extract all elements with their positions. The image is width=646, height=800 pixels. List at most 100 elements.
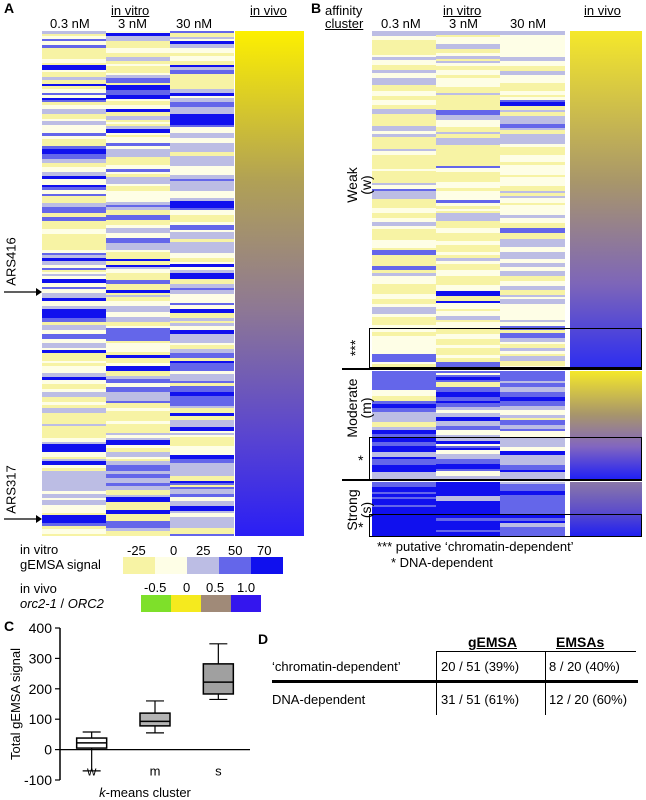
heatmap-stripe xyxy=(106,397,170,401)
heatmap-stripe xyxy=(106,497,170,502)
heatmap-stripe xyxy=(42,353,106,357)
heatmap-stripe xyxy=(500,455,565,458)
heatmap-stripe xyxy=(42,93,106,95)
heatmap-stripe xyxy=(436,125,500,127)
heatmap-stripe xyxy=(42,211,106,213)
heatmap-stripe xyxy=(42,476,106,481)
heatmap-stripe xyxy=(436,413,500,417)
heatmap-stripe xyxy=(436,487,500,492)
heatmap-stripe xyxy=(372,137,436,141)
heatmap-stripe xyxy=(106,531,170,535)
heatmap-stripe xyxy=(170,299,234,303)
heatmap-stripe xyxy=(372,240,436,245)
heatmap-stripe xyxy=(170,406,234,408)
table-row-1-gemsa: 20 / 51 (39%) xyxy=(441,659,520,674)
heatmap-stripe xyxy=(500,162,565,165)
heatmap-stripe xyxy=(106,471,170,474)
heatmap-stripe xyxy=(436,457,500,459)
heatmap-stripe xyxy=(170,195,234,198)
heatmap-stripe xyxy=(170,102,234,107)
box-chromatin-dependent xyxy=(369,328,642,368)
heatmap-stripe xyxy=(170,239,234,242)
heatmap-stripe xyxy=(106,363,170,366)
heatmap-stripe xyxy=(500,91,565,95)
heatmap-stripe xyxy=(500,322,565,326)
heatmap-stripe xyxy=(500,333,565,338)
heatmap-stripe xyxy=(500,136,565,141)
heatmap-stripe xyxy=(170,264,234,267)
heatmap-stripe xyxy=(106,461,170,465)
cluster-label-strong: Strong (s) xyxy=(344,470,375,550)
heatmap-stripe xyxy=(436,203,500,206)
heatmap-stripe xyxy=(106,182,170,184)
heatmap-stripe xyxy=(436,471,500,476)
heatmap-stripe xyxy=(42,413,106,418)
heatmap-stripe xyxy=(436,166,500,168)
heatmap-stripe xyxy=(436,132,500,134)
heatmap-stripe xyxy=(500,392,565,397)
heatmap-stripe xyxy=(436,528,500,530)
heatmap-stripe xyxy=(500,120,565,122)
heatmap-stripe xyxy=(372,204,436,208)
heatmap-stripe xyxy=(436,159,500,163)
heatmap-stripe xyxy=(106,457,170,459)
heatmap-stripe xyxy=(436,450,500,454)
heatmap-stripe xyxy=(170,321,234,323)
heatmap-stripe xyxy=(372,502,436,505)
note-chromatin-dependent: *** putative ‘chromatin-dependent’ xyxy=(377,539,574,554)
heatmap-stripe xyxy=(106,90,170,95)
heatmap-stripe xyxy=(106,467,170,471)
panel-b-heatmap-moderate xyxy=(372,371,565,479)
heatmap-stripe xyxy=(106,137,170,139)
heatmap-stripe xyxy=(106,120,170,122)
heatmap-stripe xyxy=(372,171,436,176)
heatmap-stripe xyxy=(42,268,106,270)
heatmap-stripe xyxy=(436,78,500,80)
heatmap-stripe xyxy=(372,354,436,358)
heatmap-stripe xyxy=(170,422,234,427)
heatmap-stripe xyxy=(500,299,565,304)
heatmap-stripe xyxy=(436,301,500,303)
heatmap-stripe xyxy=(500,304,565,306)
heatmap-stripe xyxy=(106,243,170,247)
heatmap-stripe xyxy=(170,201,234,204)
heatmap-stripe xyxy=(436,523,500,528)
heatmap-stripe xyxy=(170,39,234,41)
heatmap-stripe xyxy=(106,490,170,495)
heatmap-stripe xyxy=(106,33,170,36)
heatmap-stripe xyxy=(170,48,234,53)
heatmap-stripe xyxy=(42,486,106,491)
heatmap-stripe xyxy=(372,96,436,100)
heatmap-stripe xyxy=(170,431,234,433)
heatmap-stripe xyxy=(500,521,565,523)
heatmap-stripe xyxy=(42,421,106,424)
heatmap-stripe xyxy=(42,343,106,348)
heatmap-stripe xyxy=(170,497,234,501)
heatmap-stripe xyxy=(170,466,234,471)
heatmap-stripe xyxy=(106,157,170,160)
heatmap-stripe xyxy=(500,83,565,87)
heatmap-stripe xyxy=(42,170,106,172)
heatmap-stripe xyxy=(170,112,234,114)
heatmap-stripe xyxy=(372,180,436,183)
heatmap-stripe xyxy=(500,223,565,228)
heatmap-stripe xyxy=(42,468,106,471)
heatmap-stripe xyxy=(500,472,565,477)
heatmap-stripe xyxy=(42,190,106,194)
heatmap-stripe xyxy=(436,430,500,435)
heatmap-stripe xyxy=(106,440,170,445)
heatmap-stripe xyxy=(500,381,565,383)
heatmap-stripe xyxy=(436,530,500,532)
heatmap-stripe xyxy=(372,159,436,162)
heatmap-stripe xyxy=(500,366,565,367)
heatmap-stripe xyxy=(42,136,106,139)
heatmap-stripe xyxy=(106,202,170,205)
heatmap-stripe xyxy=(170,107,234,112)
heatmap-stripe xyxy=(500,124,565,128)
heatmap-stripe xyxy=(106,379,170,383)
legend-swatch xyxy=(201,595,231,612)
heatmap-stripe xyxy=(170,44,234,48)
heatmap-stripe xyxy=(106,141,170,143)
legend-vitro-title-2: gEMSA signal xyxy=(20,557,101,572)
heatmap-stripe xyxy=(436,209,500,211)
